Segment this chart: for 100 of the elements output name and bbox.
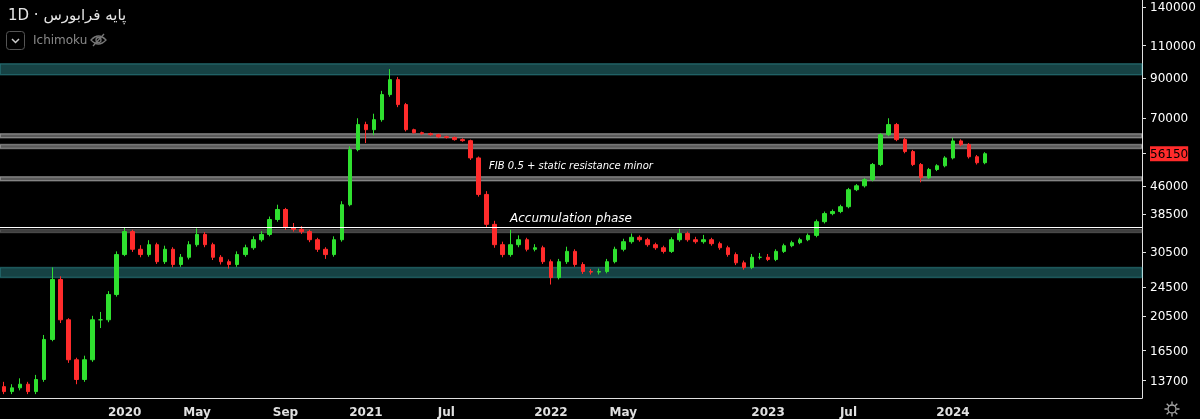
candlestick (886, 117, 891, 137)
candlestick (90, 315, 95, 363)
candlestick (332, 235, 336, 258)
candlestick (138, 244, 143, 258)
candlestick (533, 243, 537, 252)
candlestick (348, 145, 352, 207)
candlestick (492, 220, 497, 249)
candlestick (959, 138, 963, 147)
candlestick (243, 244, 248, 258)
candlestick (404, 102, 408, 132)
y-tick-label: 46000 (1150, 178, 1189, 193)
candlestick (718, 241, 722, 251)
candlestick (693, 236, 698, 245)
candlestick (629, 232, 634, 245)
candlestick (613, 246, 617, 264)
candlestick (130, 229, 135, 253)
candlestick (951, 137, 955, 160)
y-tick-label: 16500 (1150, 343, 1189, 358)
candlestick (911, 149, 915, 167)
candlestick (637, 234, 642, 243)
candlestick (734, 251, 738, 266)
candlestick (251, 235, 256, 251)
candlestick (147, 239, 151, 258)
candlestick (484, 190, 489, 228)
candlestick (50, 266, 55, 342)
candlestick (122, 226, 127, 257)
candlestick (669, 236, 674, 254)
x-tick-label: 2023 (751, 405, 785, 419)
candlestick (814, 219, 819, 238)
candlestick (380, 90, 384, 123)
candlestick (605, 258, 609, 274)
candlestick (412, 128, 416, 135)
candlestick (187, 240, 191, 260)
candlestick (525, 237, 529, 252)
candlestick (645, 237, 650, 248)
x-tick-label: 2024 (936, 405, 970, 419)
candlestick (468, 139, 473, 161)
candlestick (203, 231, 207, 248)
candlestick (589, 268, 593, 276)
candlestick (34, 374, 38, 395)
candlestick (806, 232, 810, 242)
candlestick (975, 154, 979, 166)
candlestick (299, 225, 304, 235)
band-label: FIB 0.5 + static resistance minor (489, 160, 654, 172)
band-label: Accumulation phase (508, 210, 633, 225)
candlestick (685, 231, 690, 243)
candlestick (58, 275, 63, 324)
candlestick (822, 211, 827, 224)
candlestick (315, 237, 320, 253)
y-tick-label: 90000 (1150, 70, 1189, 85)
candlestick (307, 229, 312, 243)
candlestick (565, 246, 569, 265)
candlestick (798, 237, 802, 245)
candlestick (508, 229, 513, 258)
candlestick (862, 177, 867, 189)
candlestick (677, 228, 682, 243)
candlestick (114, 250, 119, 298)
candlestick (171, 246, 175, 268)
candlestick (967, 142, 971, 160)
candlestick (428, 132, 433, 137)
candlestick (235, 250, 239, 268)
candlestick (927, 167, 931, 180)
candlestick (549, 258, 553, 286)
x-tick-label: May (609, 405, 638, 419)
candlestick (846, 187, 851, 209)
candlestick (163, 245, 167, 265)
candlestick (653, 242, 658, 251)
candlestick (750, 253, 754, 270)
candlestick (420, 131, 424, 136)
candlestick (388, 68, 392, 98)
candlestick (372, 113, 376, 136)
candlestick (870, 162, 875, 182)
candlestick (903, 137, 907, 154)
candlestick (726, 245, 730, 258)
candlestick (541, 245, 545, 265)
candlestick (460, 137, 465, 143)
candlestick (782, 243, 786, 254)
candlestick (106, 290, 111, 323)
candlestick (742, 260, 746, 271)
candlestick (259, 230, 264, 243)
candlestick (18, 377, 22, 391)
candlestick (894, 122, 899, 142)
x-tick-label: Sep (272, 405, 299, 419)
candlestick (476, 155, 481, 198)
candlestick (26, 381, 30, 395)
y-tick-label: 140000 (1150, 0, 1196, 14)
candlestick (227, 258, 231, 270)
candlestick (766, 253, 770, 262)
y-tick-label: 30500 (1150, 244, 1189, 259)
candlestick (983, 151, 987, 165)
y-tick-label: 38500 (1150, 207, 1189, 222)
candlestick (573, 248, 577, 268)
candlestick (621, 238, 626, 252)
text: Ichimoku (33, 33, 88, 47)
candlestick (581, 261, 585, 275)
candlestick (211, 242, 215, 261)
candlestick (74, 357, 79, 385)
candlestick (179, 253, 183, 268)
candlestick (2, 381, 6, 395)
y-tick-label: 20500 (1150, 308, 1189, 323)
